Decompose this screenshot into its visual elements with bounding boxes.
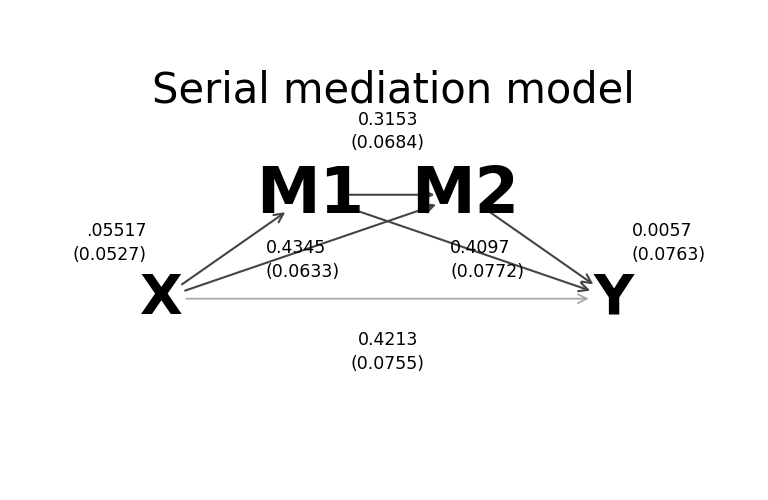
Text: .05517
(0.0527): .05517 (0.0527) (73, 222, 147, 264)
Text: M2: M2 (411, 164, 519, 226)
Text: 0.4213
(0.0755): 0.4213 (0.0755) (351, 332, 425, 373)
Text: 0.4345
(0.0633): 0.4345 (0.0633) (266, 240, 339, 281)
Text: Serial mediation model: Serial mediation model (152, 70, 635, 112)
Text: 0.3153
(0.0684): 0.3153 (0.0684) (351, 111, 425, 152)
Text: M1: M1 (257, 164, 364, 226)
Text: 0.0057
(0.0763): 0.0057 (0.0763) (631, 222, 706, 264)
Text: Y: Y (594, 272, 634, 326)
Text: 0.4097
(0.0772): 0.4097 (0.0772) (450, 240, 524, 281)
Text: X: X (140, 272, 183, 326)
